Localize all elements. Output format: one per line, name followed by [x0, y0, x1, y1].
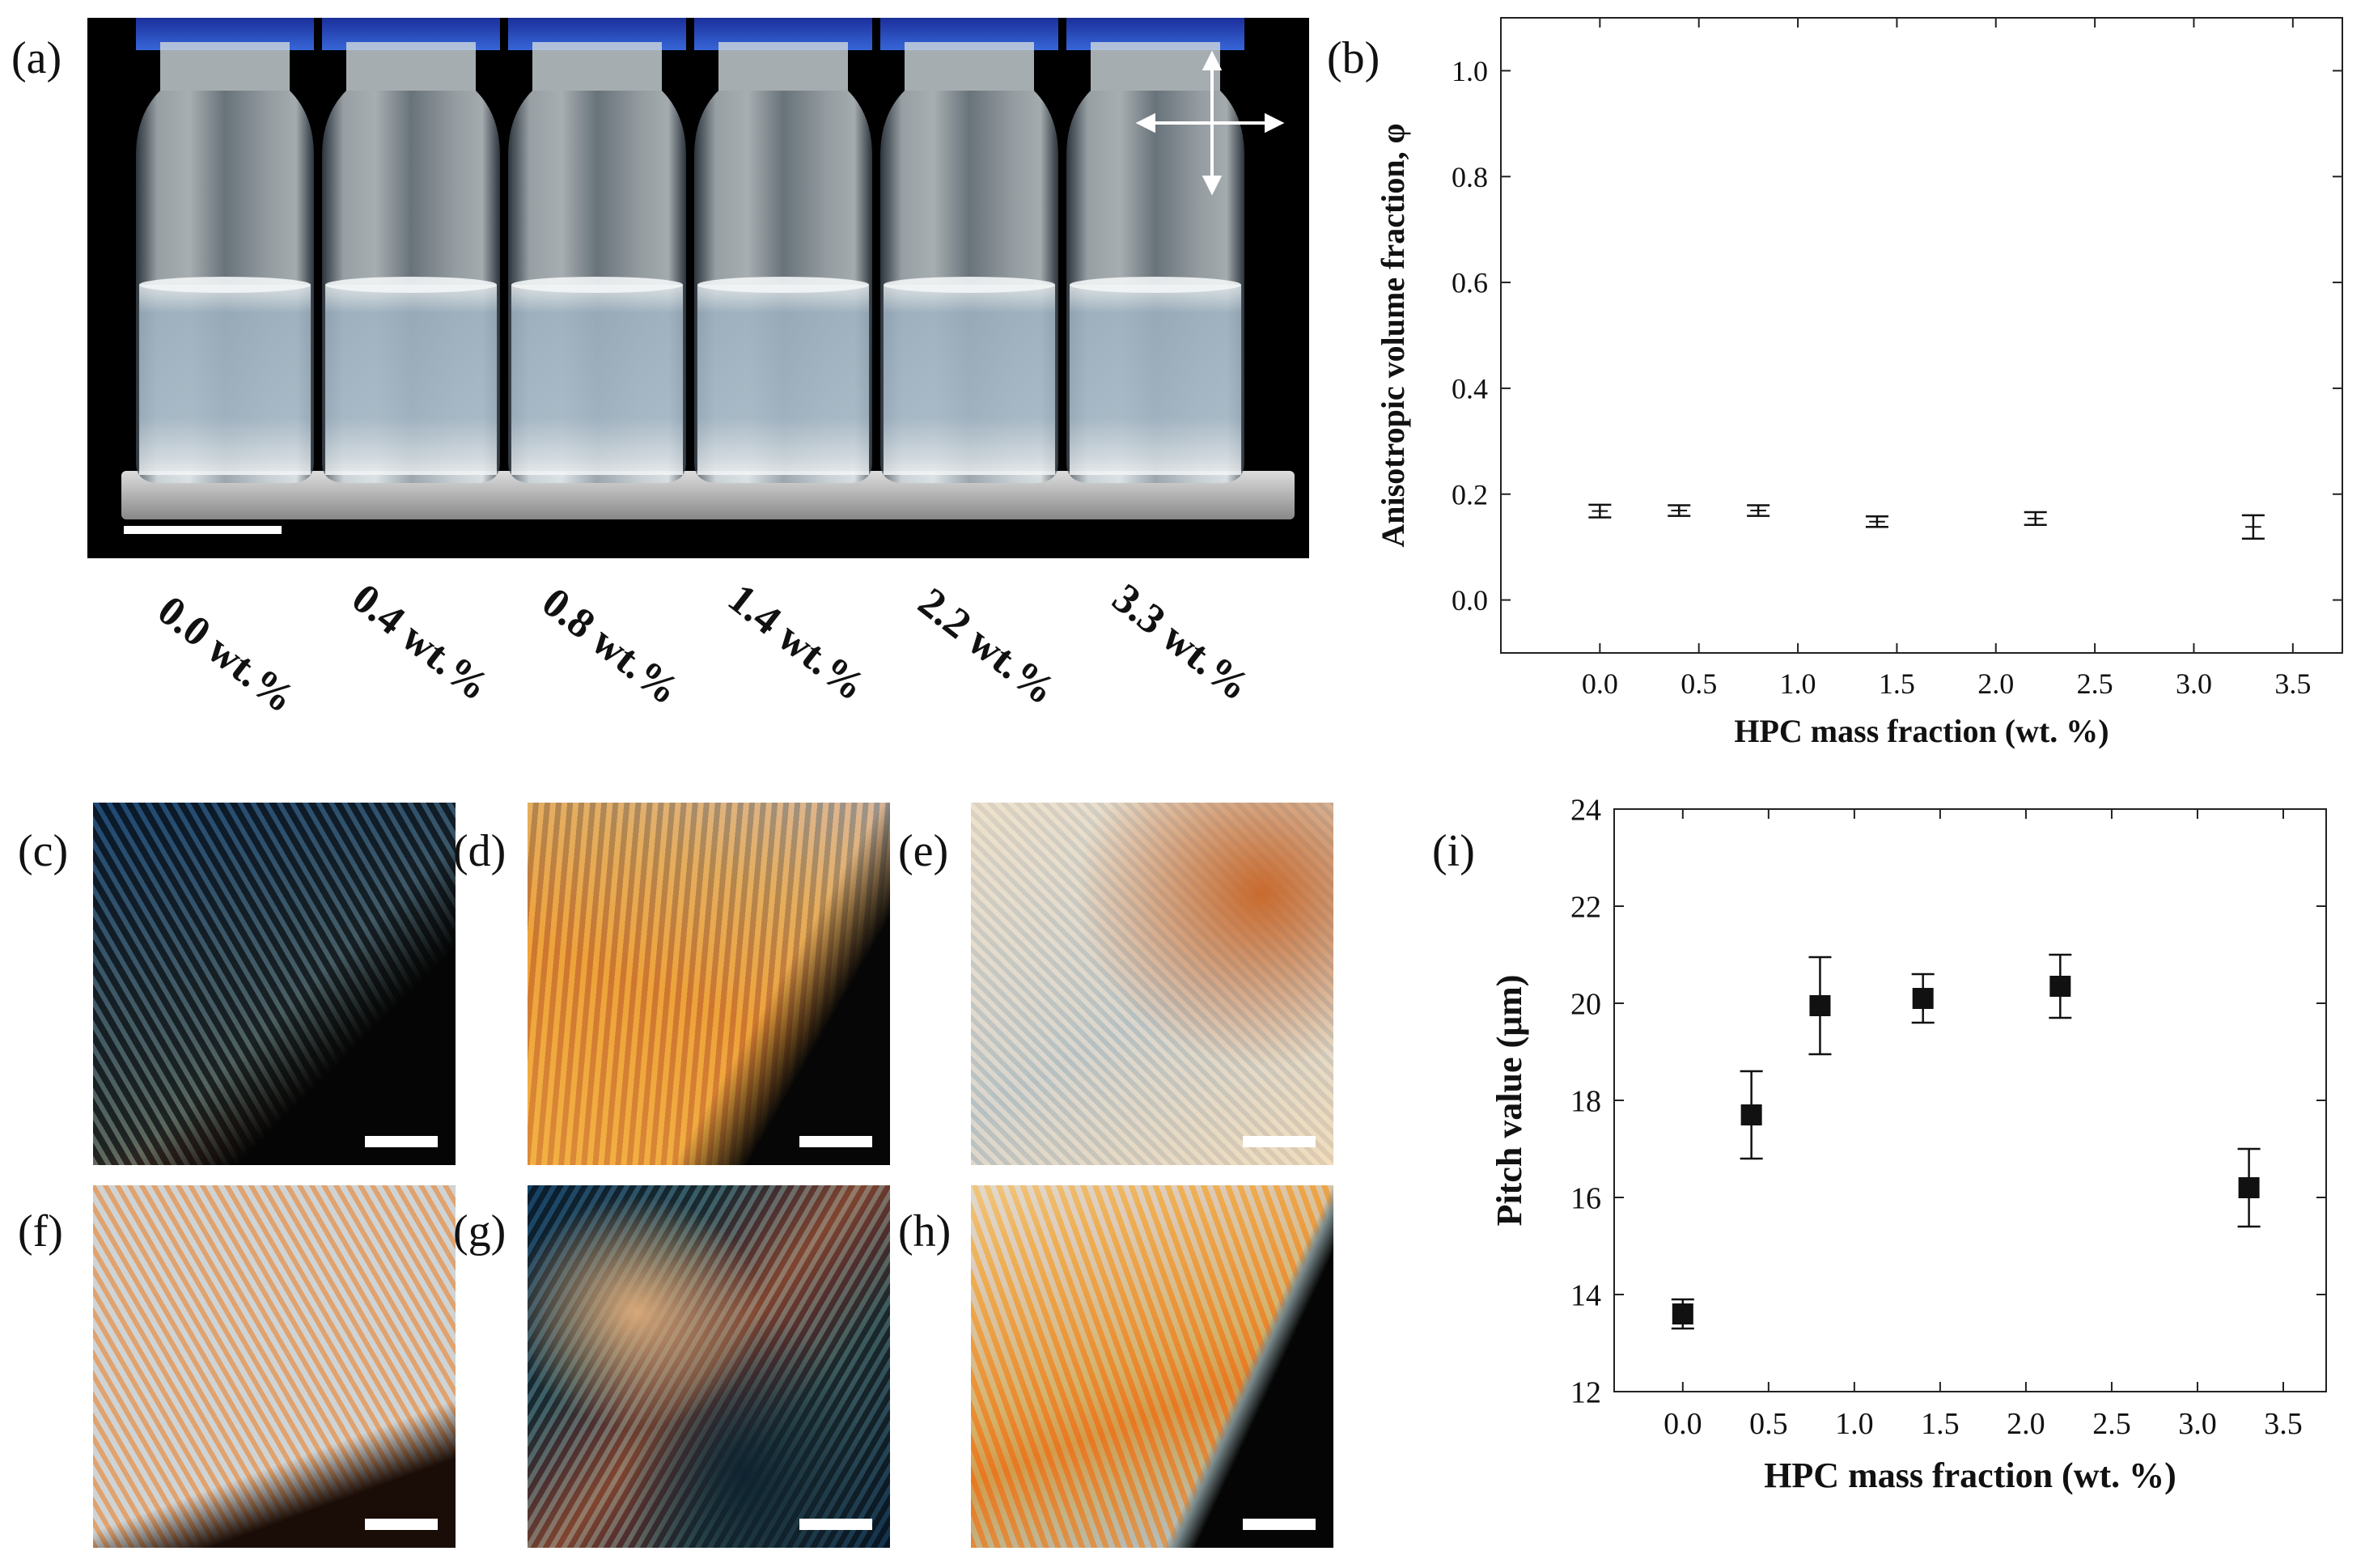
micrograph-f — [93, 1185, 456, 1548]
plot-frame — [1613, 808, 2327, 1392]
micrograph-d — [528, 803, 890, 1165]
y-tick-label: 20 — [1570, 987, 1601, 1021]
vial-label-3: 0.8 wt.% — [533, 578, 689, 714]
x-tick-label: 2.0 — [1977, 667, 2014, 700]
data-point — [1671, 1298, 1694, 1330]
y-tick-label: 1.0 — [1452, 55, 1488, 87]
x-tick-label: 0.0 — [1582, 667, 1618, 700]
marker-square — [1740, 1104, 1762, 1125]
y-tick-label: 12 — [1570, 1375, 1601, 1409]
vials-photograph — [87, 18, 1309, 558]
x-tick-label: 3.5 — [2274, 667, 2311, 700]
vials-photo-drawing — [87, 18, 1309, 558]
data-point — [1808, 956, 1832, 1056]
micrograph-e — [971, 803, 1333, 1165]
y-tick-label: 0.4 — [1452, 373, 1488, 405]
x-tick-label: 2.5 — [2077, 667, 2113, 700]
scale-bar-c — [365, 1136, 438, 1147]
data-point — [1747, 504, 1770, 517]
y-tick-label: 22 — [1570, 890, 1601, 924]
vial-label-2: 0.4 wt.% — [343, 574, 498, 710]
panel-letter-h: (h) — [898, 1206, 952, 1257]
x-axis-label: HPC mass fraction (wt. %) — [1734, 713, 2109, 749]
panel-letter-f: (f) — [18, 1206, 63, 1257]
scale-bar-d — [799, 1136, 872, 1147]
data-point — [1668, 504, 1691, 517]
y-tick-label: 24 — [1570, 793, 1601, 827]
vial-label-4: 1.4 wt.% — [719, 574, 875, 710]
y-axis-label: Anisotropic volume fraction, φ — [1375, 123, 1411, 547]
data-point — [1588, 503, 1612, 519]
x-tick-label: 1.5 — [1921, 1407, 1960, 1441]
vial-label-6: 3.3 wt.% — [1104, 574, 1259, 710]
data-point — [2241, 514, 2265, 540]
x-tick-label: 0.5 — [1681, 667, 1717, 700]
micrograph-h — [971, 1185, 1333, 1548]
x-tick-label: 2.5 — [2092, 1407, 2131, 1441]
marker-square — [1809, 995, 1831, 1016]
marker-square — [2238, 1177, 2260, 1198]
data-point — [2237, 1147, 2261, 1228]
chart-pitch-value: 0.0 0.5 1.0 1.5 2.0 2.5 3.0 3.5 12 14 16 18 20 22 24 HP… — [1490, 793, 2327, 1495]
y-tick-label: 0.0 — [1452, 584, 1488, 617]
panel-letter-i: (i) — [1432, 826, 1475, 876]
y-tick-label: 0.8 — [1452, 161, 1488, 193]
photo-scale-bar — [124, 526, 282, 534]
data-point — [1865, 515, 1888, 528]
y-tick-label: 0.6 — [1452, 267, 1488, 299]
vial-label-5: 2.2 wt.% — [909, 578, 1065, 714]
data-point — [2049, 953, 2072, 1019]
y-tick-label: 18 — [1570, 1084, 1601, 1118]
panel-letter-b: (b) — [1327, 33, 1380, 83]
panel-letter-a: (a) — [11, 33, 62, 83]
data-point — [1911, 973, 1935, 1024]
scale-bar-e — [1243, 1136, 1316, 1147]
panel-letter-c: (c) — [18, 826, 69, 876]
marker-square — [2049, 976, 2071, 997]
x-tick-label: 1.0 — [1780, 667, 1816, 700]
x-tick-label: 1.0 — [1835, 1407, 1874, 1441]
data-point — [2024, 511, 2047, 526]
y-tick-label: 14 — [1570, 1278, 1601, 1312]
panel-letter-e: (e) — [898, 826, 949, 876]
y-tick-label: 0.2 — [1452, 478, 1488, 511]
vial-label-1: 0.0 wt.% — [149, 587, 304, 723]
marker-square — [1672, 1303, 1693, 1324]
y-axis-label: Pitch value (μm) — [1490, 975, 1529, 1227]
micrograph-c — [93, 803, 456, 1165]
panel-letter-d: (d) — [453, 826, 506, 876]
data-point — [1740, 1070, 1763, 1160]
polarizer-cross-arrows — [1135, 50, 1285, 196]
x-tick-label: 0.0 — [1664, 1407, 1702, 1441]
x-tick-label: 3.5 — [2264, 1407, 2303, 1441]
micrograph-g — [528, 1185, 890, 1548]
scale-bar-g — [799, 1519, 872, 1530]
chart-anisotropic-volume-fraction: 0.0 0.5 1.0 1.5 2.0 2.5 3.0 3.5 0.0 0.2 0.4 0.6 0.8 1… — [1375, 17, 2343, 749]
scale-bar-h — [1243, 1519, 1316, 1530]
x-tick-label: 1.5 — [1879, 667, 1915, 700]
panel-letter-g: (g) — [453, 1206, 506, 1257]
x-axis-label: HPC mass fraction (wt. %) — [1764, 1456, 2176, 1495]
plot-frame — [1500, 17, 2343, 654]
x-tick-label: 0.5 — [1749, 1407, 1788, 1441]
y-tick-label: 16 — [1570, 1181, 1601, 1215]
scale-bar-f — [365, 1519, 438, 1530]
x-tick-label: 3.0 — [2178, 1407, 2217, 1441]
marker-square — [1912, 988, 1934, 1009]
x-tick-label: 3.0 — [2176, 667, 2212, 700]
x-tick-label: 2.0 — [2007, 1407, 2045, 1441]
